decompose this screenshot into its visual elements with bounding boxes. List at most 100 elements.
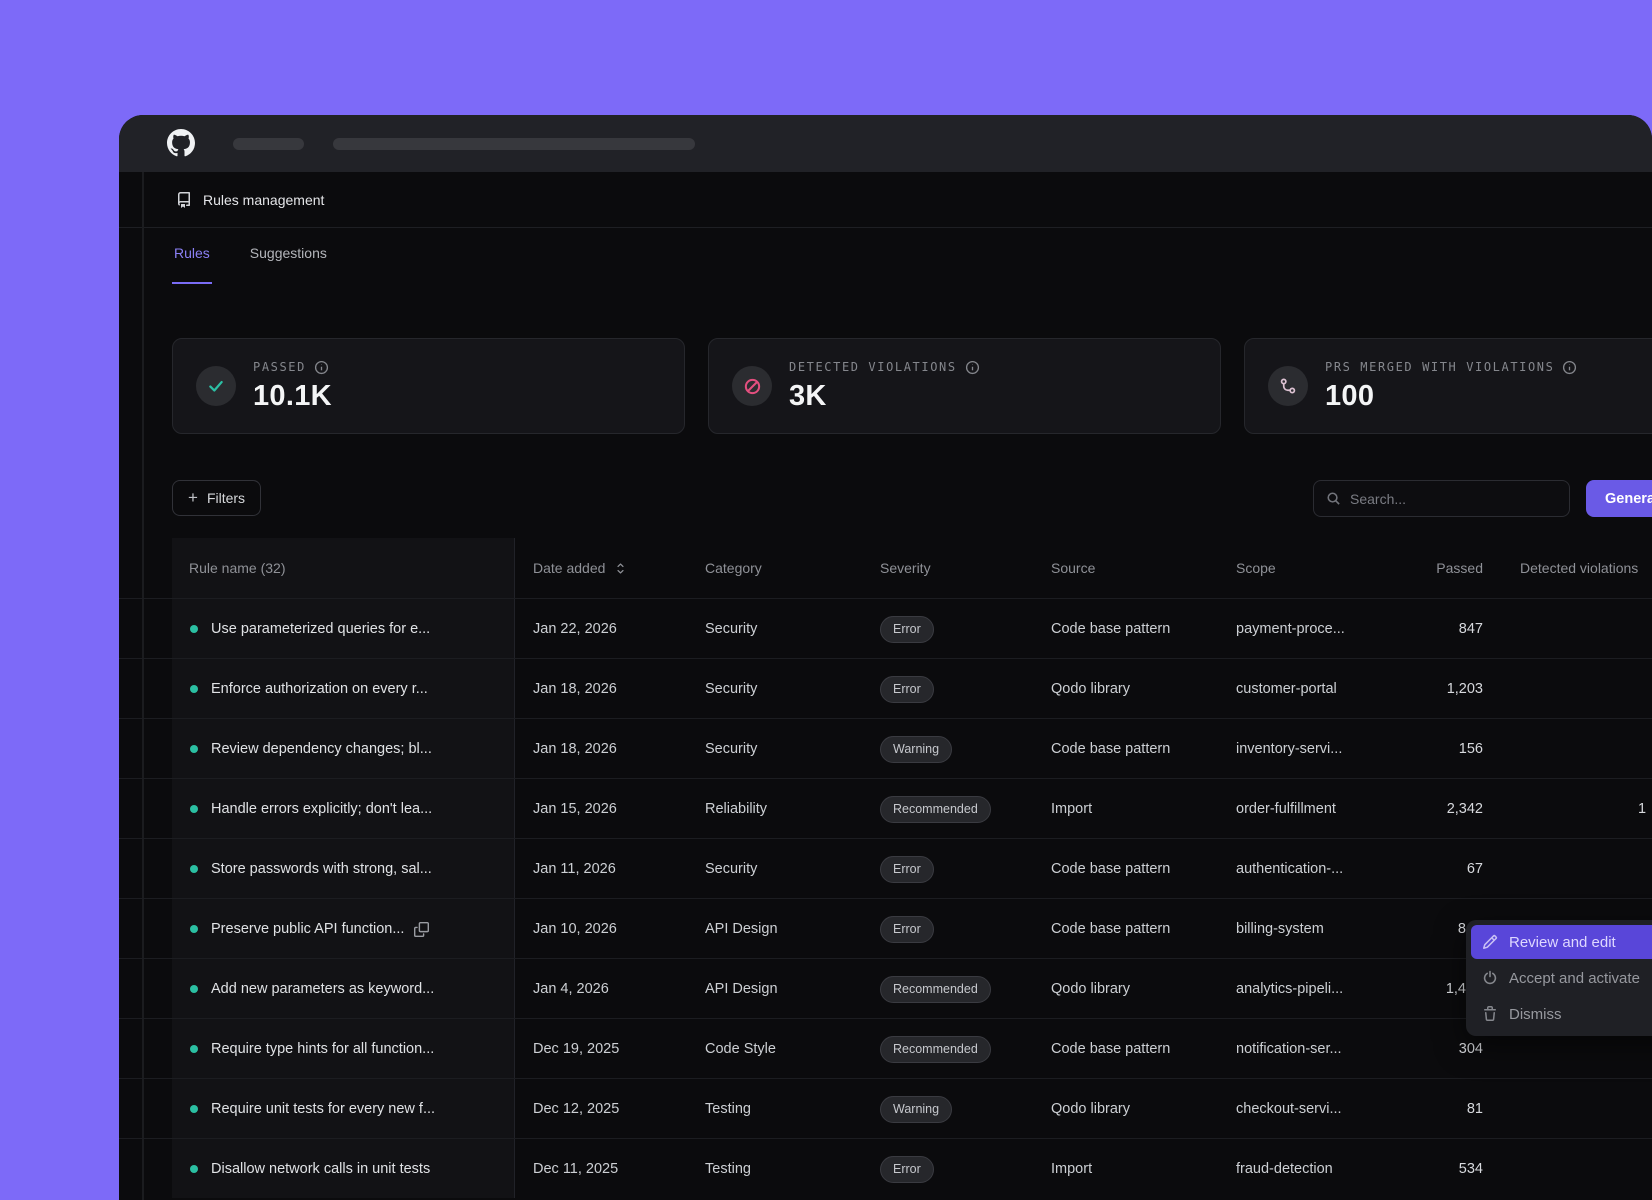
- stat-label: PRS MERGED WITH VIOLATIONS: [1325, 360, 1555, 374]
- menu-item-label: Accept and activate: [1509, 969, 1640, 987]
- generate-button[interactable]: Generate: [1586, 480, 1652, 517]
- rule-status-dot: [190, 985, 198, 993]
- sort-icon[interactable]: [614, 562, 627, 575]
- passed-cell: 847: [1458, 621, 1483, 637]
- severity-badge: Error: [880, 615, 934, 643]
- rule-name: Require unit tests for every new f...: [211, 1101, 436, 1117]
- blocked-icon: [732, 366, 772, 406]
- scope-cell: customer-portal: [1236, 681, 1337, 697]
- filters-button-label: Filters: [206, 490, 246, 506]
- table-row[interactable]: Review dependency changes; bl... Jan 18,…: [119, 718, 1652, 778]
- trash-icon: [1484, 1006, 1496, 1021]
- passed-cell: 304: [1458, 1041, 1483, 1057]
- copy-icon[interactable]: [414, 921, 430, 937]
- table-row[interactable]: Add new parameters as keyword... Jan 4, …: [119, 958, 1652, 1018]
- column-header-scope[interactable]: Scope: [1236, 560, 1276, 576]
- menu-item-label: Review and edit: [1509, 933, 1616, 951]
- source-cell: Code base pattern: [1051, 621, 1171, 637]
- table-row[interactable]: Require type hints for all function... D…: [119, 1018, 1652, 1078]
- rule-name: Enforce authorization on every r...: [211, 681, 428, 697]
- tab-suggestions[interactable]: Suggestions: [249, 245, 327, 261]
- info-icon[interactable]: [1562, 360, 1577, 375]
- severity-badge: Warning: [880, 735, 953, 763]
- column-header-source[interactable]: Source: [1051, 560, 1096, 576]
- page-title: Rules management: [203, 191, 325, 208]
- rule-name: Add new parameters as keyword...: [211, 981, 435, 997]
- table-body: Use parameterized queries for e... Jan 2…: [119, 598, 1652, 1198]
- page-header: Rules management: [119, 172, 1652, 228]
- table-controls: + Filters Search... Generate: [119, 480, 1652, 517]
- category-cell: Testing: [705, 1161, 751, 1177]
- left-scrollbar-track[interactable]: [142, 172, 144, 1200]
- rule-name: Disallow network calls in unit tests: [211, 1161, 431, 1177]
- passed-cell: 67: [1466, 861, 1483, 877]
- column-header-date-added[interactable]: Date added: [533, 538, 627, 598]
- source-cell: Code base pattern: [1051, 741, 1171, 757]
- menu-item-dismiss[interactable]: Dismiss: [1471, 997, 1652, 1031]
- app-window: Rules management Rules Suggestions PASSE…: [119, 115, 1652, 1200]
- table-row[interactable]: Disallow network calls in unit tests Dec…: [119, 1138, 1652, 1198]
- table-row[interactable]: Handle errors explicitly; don't lea... J…: [119, 778, 1652, 838]
- rule-status-dot: [190, 865, 198, 873]
- table-row[interactable]: Use parameterized queries for e... Jan 2…: [119, 598, 1652, 658]
- category-cell: Testing: [705, 1101, 751, 1117]
- table-row[interactable]: Store passwords with strong, sal... Jan …: [119, 838, 1652, 898]
- column-header-rule-name[interactable]: Rule name (32): [189, 560, 286, 576]
- category-cell: Reliability: [705, 801, 768, 817]
- table-row[interactable]: Enforce authorization on every r... Jan …: [119, 658, 1652, 718]
- column-header-category[interactable]: Category: [705, 560, 762, 576]
- rule-name: Store passwords with strong, sal...: [211, 861, 432, 877]
- table-row[interactable]: Require unit tests for every new f... De…: [119, 1078, 1652, 1138]
- date-added-cell: Dec 19, 2025: [533, 1041, 620, 1057]
- source-cell: Code base pattern: [1051, 921, 1171, 937]
- search-input[interactable]: Search...: [1313, 480, 1570, 517]
- passed-cell: 1,203: [1446, 681, 1483, 697]
- rule-name: Review dependency changes; bl...: [211, 741, 432, 757]
- stat-value: 100: [1325, 379, 1375, 412]
- column-header-severity[interactable]: Severity: [880, 560, 931, 576]
- rule-status-dot: [190, 1105, 198, 1113]
- git-merge-icon: [1268, 366, 1308, 406]
- rule-name: Handle errors explicitly; don't lea...: [211, 801, 433, 817]
- column-header-passed[interactable]: Passed: [1436, 560, 1483, 576]
- rule-status-dot: [190, 1165, 198, 1173]
- table-row[interactable]: Preserve public API function... Jan 10, …: [119, 898, 1652, 958]
- scope-cell: analytics-pipeli...: [1236, 981, 1344, 997]
- activate-icon: [1483, 970, 1497, 985]
- date-added-cell: Jan 11, 2026: [533, 861, 616, 877]
- sticky-column-background: [172, 538, 515, 1198]
- rule-status-dot: [190, 625, 198, 633]
- info-icon[interactable]: [314, 360, 329, 375]
- scope-cell: order-fulfillment: [1236, 801, 1336, 817]
- column-header-detected-violations[interactable]: Detected violations: [1520, 560, 1639, 576]
- info-icon[interactable]: [965, 360, 980, 375]
- stat-card-prs-merged: PRS MERGED WITH VIOLATIONS 100: [1244, 338, 1652, 434]
- severity-badge: Warning: [880, 1095, 953, 1123]
- detected-violations-cell: 1: [1638, 801, 1647, 817]
- filters-button[interactable]: + Filters: [172, 480, 262, 516]
- severity-badge: Recommended: [880, 975, 991, 1003]
- scope-cell: payment-proce...: [1236, 621, 1345, 637]
- rule-status-dot: [190, 685, 198, 693]
- github-logo-icon[interactable]: [167, 129, 195, 157]
- stat-label: DETECTED VIOLATIONS: [789, 360, 957, 374]
- date-added-cell: Dec 12, 2025: [533, 1101, 620, 1117]
- tab-rules[interactable]: Rules: [172, 228, 212, 284]
- menu-item-accept-and-activate[interactable]: Accept and activate: [1471, 961, 1652, 995]
- rule-status-dot: [190, 745, 198, 753]
- severity-badge: Error: [880, 915, 934, 943]
- date-added-cell: Jan 18, 2026: [533, 681, 617, 697]
- scope-cell: billing-system: [1236, 921, 1324, 937]
- severity-badge: Error: [880, 675, 934, 703]
- scope-cell: fraud-detection: [1236, 1161, 1333, 1177]
- category-cell: Security: [705, 621, 758, 637]
- source-cell: Import: [1051, 1161, 1093, 1177]
- scope-cell: inventory-servi...: [1236, 741, 1343, 757]
- source-cell: Code base pattern: [1051, 861, 1171, 877]
- source-cell: Qodo library: [1051, 981, 1130, 997]
- nav-skeleton-pill: [333, 138, 695, 150]
- severity-badge: Recommended: [880, 795, 991, 823]
- check-icon: [196, 366, 236, 406]
- severity-badge: Recommended: [880, 1035, 991, 1063]
- menu-item-review-and-edit[interactable]: Review and edit: [1471, 925, 1652, 959]
